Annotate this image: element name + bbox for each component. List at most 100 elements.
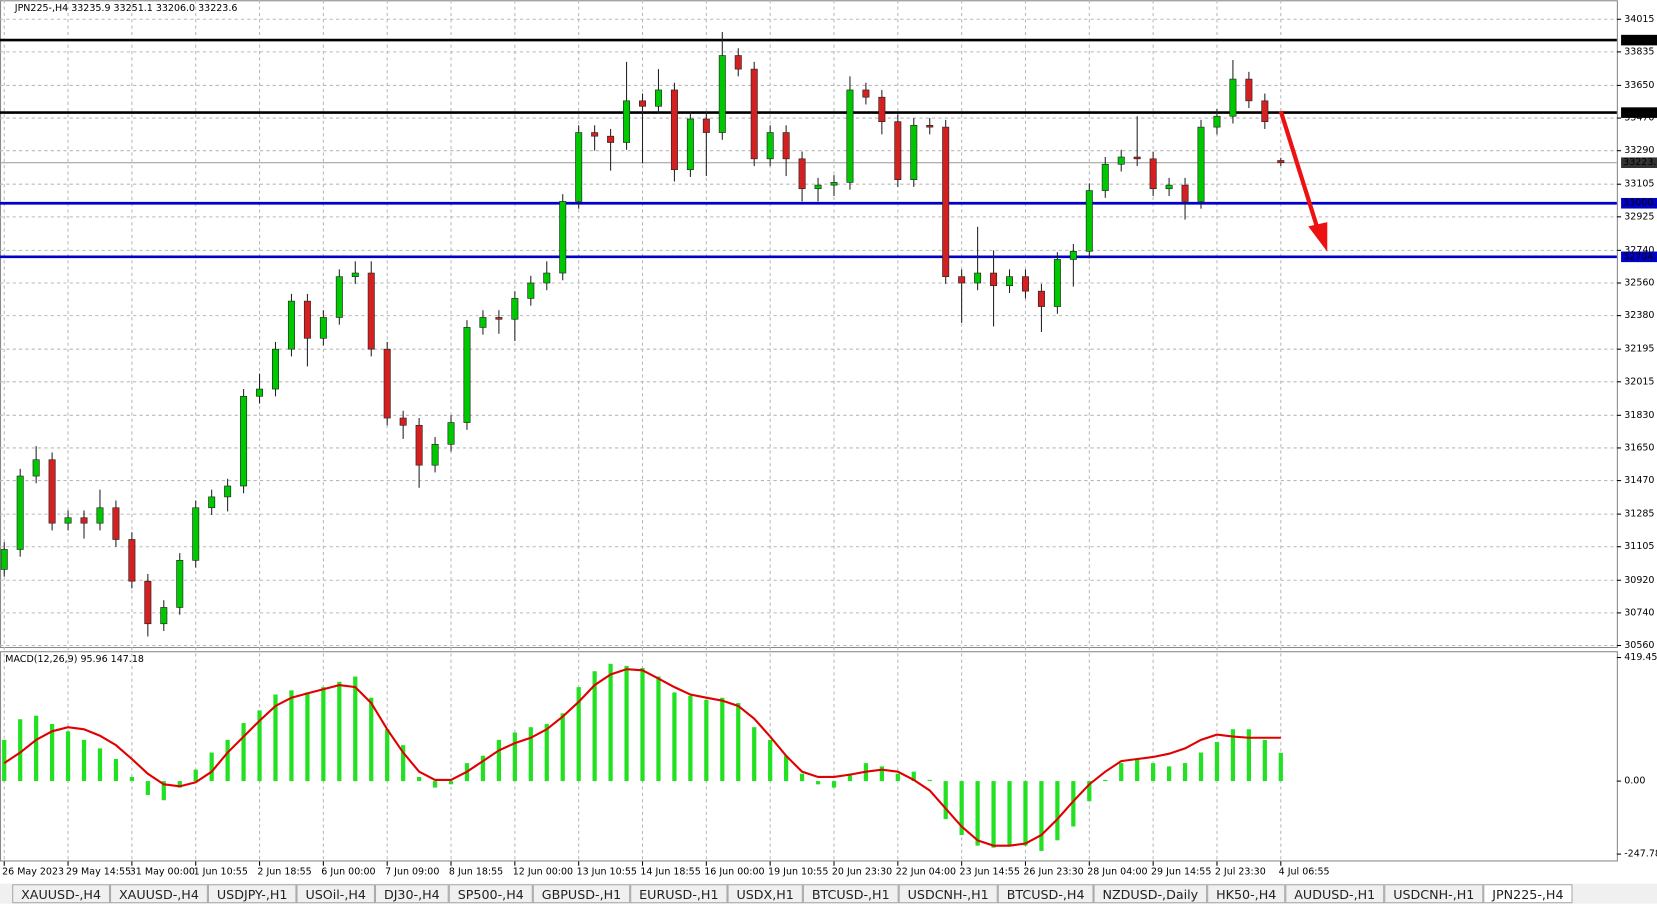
tab-label[interactable]: BTCUSD-,H4 [1007, 887, 1085, 902]
y-tick-label: 34015 [1624, 14, 1654, 25]
x-tick-label: 16 Jun 00:00 [704, 867, 764, 878]
tab-label[interactable]: DJ30-,H4 [384, 887, 440, 902]
macd-bar [1119, 763, 1124, 782]
macd-bar [113, 759, 119, 782]
candle-body [654, 89, 662, 107]
tab-label[interactable]: USDX,H1 [736, 887, 793, 902]
tab[interactable] [448, 884, 533, 904]
x-tick-label: 1 Jun 10:55 [194, 867, 248, 878]
tab-label[interactable]: SP500-,H4 [458, 887, 524, 902]
macd-pane-border [0, 651, 1618, 862]
macd-bar [289, 690, 294, 782]
tab-label[interactable]: USOil-,H4 [305, 887, 366, 902]
tab[interactable] [12, 884, 111, 904]
macd-bar [1278, 752, 1283, 782]
tab[interactable] [1384, 884, 1484, 904]
tab[interactable] [1483, 884, 1573, 904]
macd-bar [369, 697, 374, 782]
tabs: XAUUSD-,H4 XAUUSD-,H4 USDJPY-,H1 USOil-,H4 D… [12, 884, 1573, 904]
y-tick-label: 33290 [1624, 145, 1654, 156]
candle-body [415, 424, 423, 466]
tab-label[interactable]: HK50-,H4 [1216, 887, 1276, 902]
x-tick-label: 29 May 14:55 [66, 867, 131, 878]
x-tick-label: 26 Jun 23:30 [1023, 867, 1083, 878]
macd-bar [528, 727, 533, 782]
macd-bar [432, 781, 438, 788]
tab[interactable] [374, 884, 449, 904]
tab[interactable] [1093, 884, 1208, 904]
macd-bar [129, 776, 134, 782]
macd-bar [1007, 781, 1012, 846]
macd-bar [736, 703, 741, 782]
candle-body [224, 485, 232, 498]
x-tick-label: 28 Jun 04:00 [1087, 867, 1147, 878]
tab-label[interactable]: XAUUSD-,H4 [119, 887, 199, 902]
macd-bar [2, 739, 7, 782]
candle-body [96, 507, 104, 524]
x-tick-label: 12 Jun 00:00 [513, 867, 573, 878]
tab-label[interactable]: NZDUSD-,Daily [1102, 887, 1198, 902]
candle-body [1181, 184, 1189, 202]
candle-body [16, 475, 24, 550]
candle-body [990, 272, 998, 287]
tab[interactable] [1207, 884, 1286, 904]
tab-label[interactable]: JPN225-,H4 [1491, 887, 1563, 902]
tab-label[interactable]: GBPUSD-,H1 [542, 887, 621, 902]
candle-body [335, 276, 343, 318]
tab[interactable] [207, 884, 297, 904]
current-price-label: 33223.6 [1623, 157, 1657, 168]
y-tick-label: 32195 [1624, 344, 1654, 355]
macd-bar [943, 781, 948, 820]
candle-body [0, 549, 8, 570]
tab[interactable] [296, 884, 375, 904]
level-label: 33900.0 [1623, 35, 1657, 46]
y-tick-label: 33105 [1624, 179, 1654, 190]
tab-label[interactable]: USDCNH-,H1 [1393, 887, 1474, 902]
candle-body [798, 158, 806, 190]
tab-label[interactable]: AUDUSD-,H1 [1294, 887, 1375, 902]
candle-body [623, 100, 631, 143]
candle-body [176, 560, 184, 608]
x-tick-label: 23 Jun 14:55 [960, 867, 1020, 878]
tab[interactable] [727, 884, 803, 904]
candle-body [639, 100, 646, 107]
y-tick-label: 32015 [1624, 376, 1654, 387]
macd-bar [1166, 766, 1172, 782]
candle-body [1021, 276, 1029, 292]
macd-bar [799, 773, 805, 782]
candle-body [208, 496, 216, 509]
tab-label[interactable]: XAUUSD-,H4 [21, 887, 101, 902]
candle-body [543, 272, 551, 284]
candle-body [974, 272, 982, 284]
tab[interactable] [110, 884, 208, 904]
tab[interactable] [997, 884, 1094, 904]
macd-bar [1246, 729, 1251, 782]
tab[interactable] [898, 884, 998, 904]
tab[interactable] [1285, 884, 1385, 904]
macd-bar [927, 779, 932, 782]
candle-body [910, 124, 918, 180]
tab[interactable] [802, 884, 899, 904]
candle-body [1197, 126, 1205, 202]
macd-bar [704, 699, 709, 782]
candle-body [1006, 276, 1014, 287]
candle-body [926, 124, 934, 128]
tab-label[interactable]: EURUSD-,H1 [639, 887, 718, 902]
tab[interactable] [630, 884, 728, 904]
macd-bar [815, 781, 821, 785]
candle-body [1101, 163, 1109, 191]
level-label: 32704.4 [1623, 251, 1657, 262]
tab-label[interactable]: USDCNH-,H1 [908, 887, 989, 902]
candle-body [240, 395, 248, 487]
y-tick-label: 31650 [1624, 442, 1654, 453]
levels [0, 38, 1617, 259]
macd-bar [895, 773, 900, 782]
macd-bar [1135, 759, 1140, 782]
tab-label[interactable]: USDJPY-,H1 [217, 887, 288, 902]
candle-body [607, 135, 615, 143]
macd-bar [209, 752, 214, 782]
tab-label[interactable]: BTCUSD-,H1 [812, 887, 890, 902]
candle-body [351, 272, 359, 277]
tab[interactable] [532, 884, 631, 904]
x-tick-label: 29 Jun 14:55 [1151, 867, 1211, 878]
